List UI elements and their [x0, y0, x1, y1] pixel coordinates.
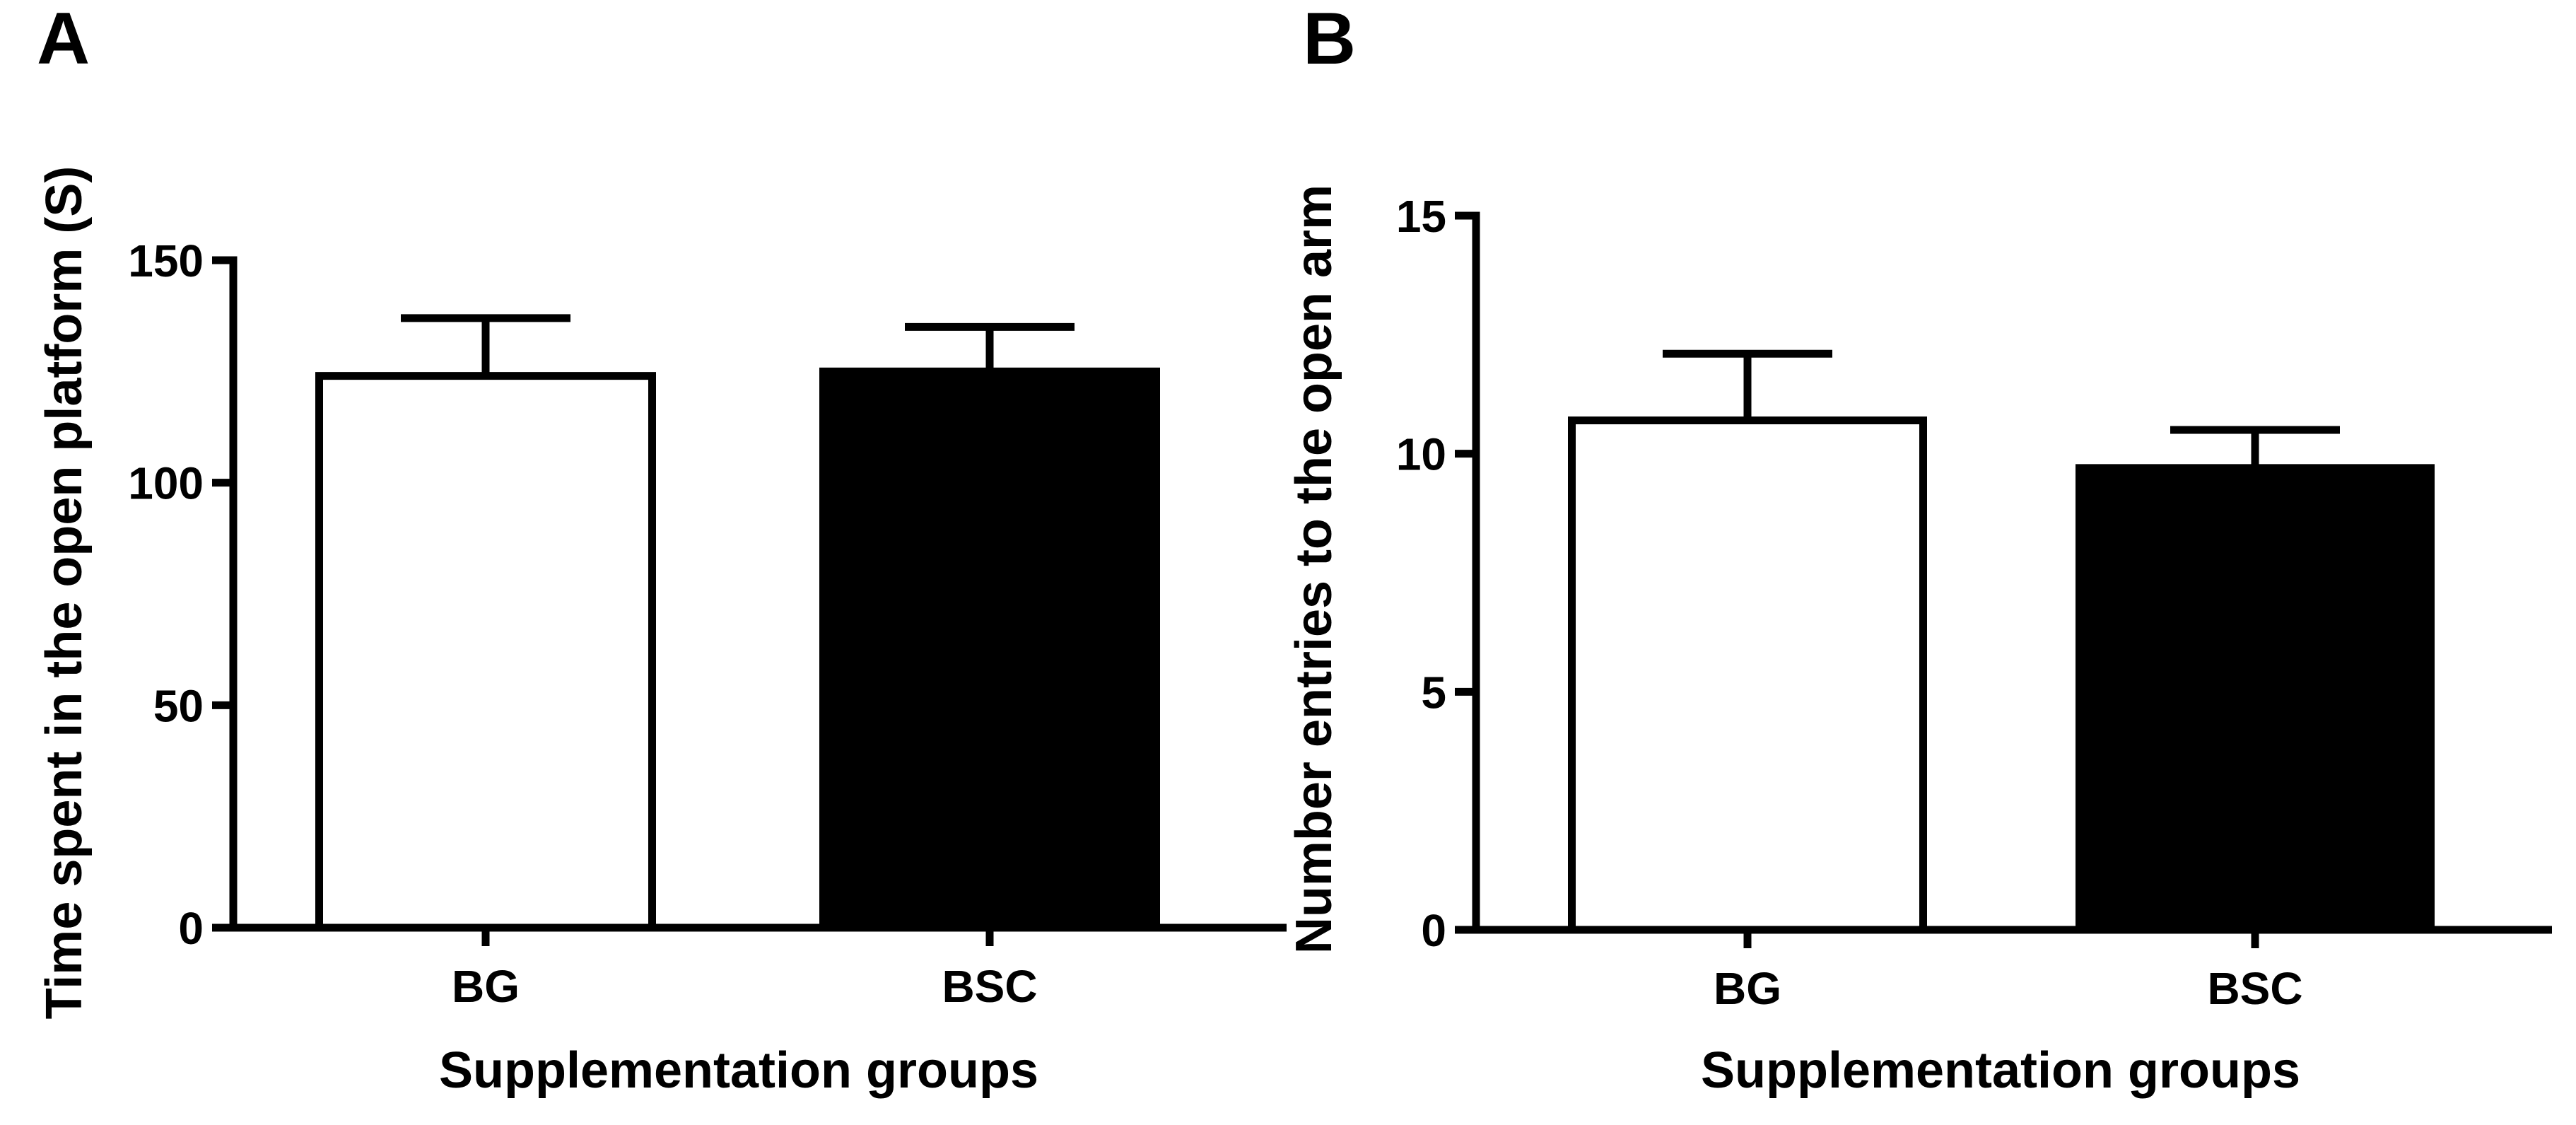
panel-b-bar-bg: [1568, 416, 1927, 934]
panel-a-xlabel: Supplementation groups: [439, 1042, 1038, 1099]
panel-a-marks: 0 50 100 150 BG BSC: [128, 235, 1287, 1012]
panel-b: B Number entries to the open arm Supplem…: [1286, 0, 2552, 1099]
panel-b-y-tick-label: 0: [1421, 905, 1446, 956]
panel-a-label: A: [37, 0, 90, 80]
panel-b-y-tick-label: 15: [1396, 191, 1446, 242]
panel-a-y-tick-label: 50: [153, 680, 204, 731]
panel-a-ylabel: Time spent in the open platform (S): [36, 166, 93, 1020]
panel-b-label: B: [1303, 0, 1356, 80]
panel-a-category-label: BG: [452, 961, 520, 1012]
panel-a-bar-bg: [315, 372, 656, 932]
panel-b-xlabel: Supplementation groups: [1701, 1042, 2300, 1099]
panel-b-marks: 0 5 10 15 BG BSC: [1396, 191, 2552, 1014]
panel-b-bar-bsc: [2076, 464, 2435, 934]
panel-b-category-label: BSC: [2207, 963, 2302, 1014]
panel-b-category-label: BG: [1714, 963, 1781, 1014]
panel-b-y-tick-label: 10: [1396, 429, 1446, 480]
panel-a-y-tick-label: 0: [178, 903, 204, 954]
panel-b-y-tick-label: 5: [1421, 667, 1446, 718]
panel-a-category-label: BSC: [942, 961, 1037, 1012]
panel-a: A Time spent in the open platform (S) Su…: [36, 0, 1287, 1099]
panel-a-bar-bsc: [819, 367, 1160, 932]
panel-b-ylabel: Number entries to the open arm: [1286, 185, 1342, 954]
panel-a-y-tick-label: 100: [128, 458, 204, 509]
panel-a-y-tick-label: 150: [128, 235, 204, 286]
